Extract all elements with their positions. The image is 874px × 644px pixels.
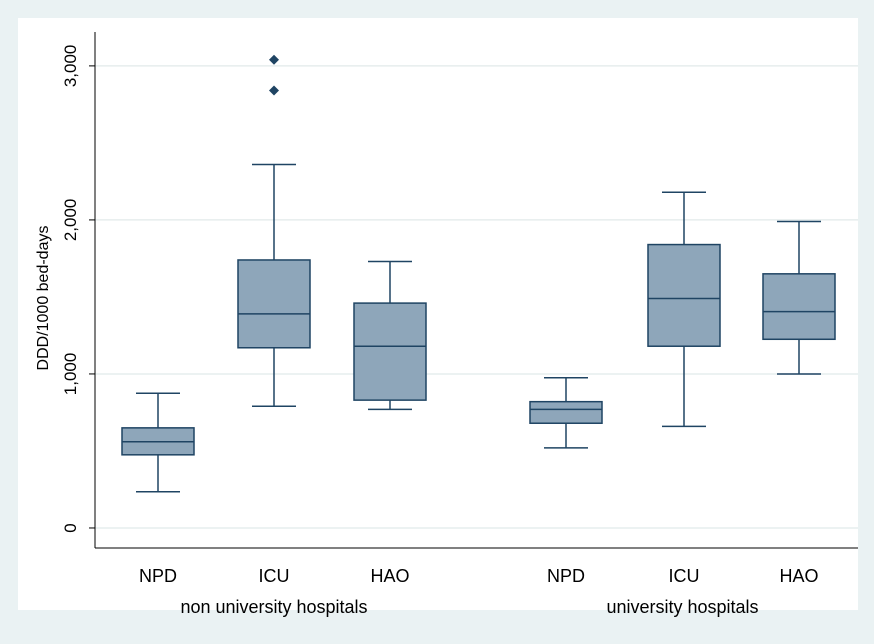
y-axis-label: DDD/1000 bed-days	[35, 226, 52, 371]
x-group-label: non university hospitals	[180, 597, 367, 617]
box-npd	[529, 377, 603, 449]
x-category-label: ICU	[669, 566, 700, 586]
iqr-box	[529, 400, 603, 424]
box-icu	[647, 191, 721, 428]
axes	[89, 32, 858, 549]
x-category-label: ICU	[259, 566, 290, 586]
y-tick-label: 0	[61, 523, 80, 532]
y-tick-label: 1,000	[61, 353, 80, 396]
x-category-label: HAO	[779, 566, 818, 586]
x-category-label: NPD	[139, 566, 177, 586]
y-tick-label: 3,000	[61, 45, 80, 88]
iqr-box	[647, 243, 721, 347]
outlier-point	[269, 54, 279, 65]
box-hao	[762, 220, 836, 375]
box-icu	[237, 54, 311, 408]
y-tick-label: 2,000	[61, 199, 80, 242]
gridlines	[95, 65, 858, 529]
outlier-point	[269, 85, 279, 96]
x-category-label: HAO	[370, 566, 409, 586]
box-hao	[353, 260, 427, 411]
box-npd	[121, 392, 195, 493]
iqr-box	[762, 273, 836, 341]
iqr-box	[237, 259, 311, 349]
x-category-label: NPD	[547, 566, 585, 586]
boxes	[121, 54, 836, 493]
x-group-label: university hospitals	[606, 597, 758, 617]
iqr-box	[353, 302, 427, 401]
plot-area	[18, 18, 858, 610]
